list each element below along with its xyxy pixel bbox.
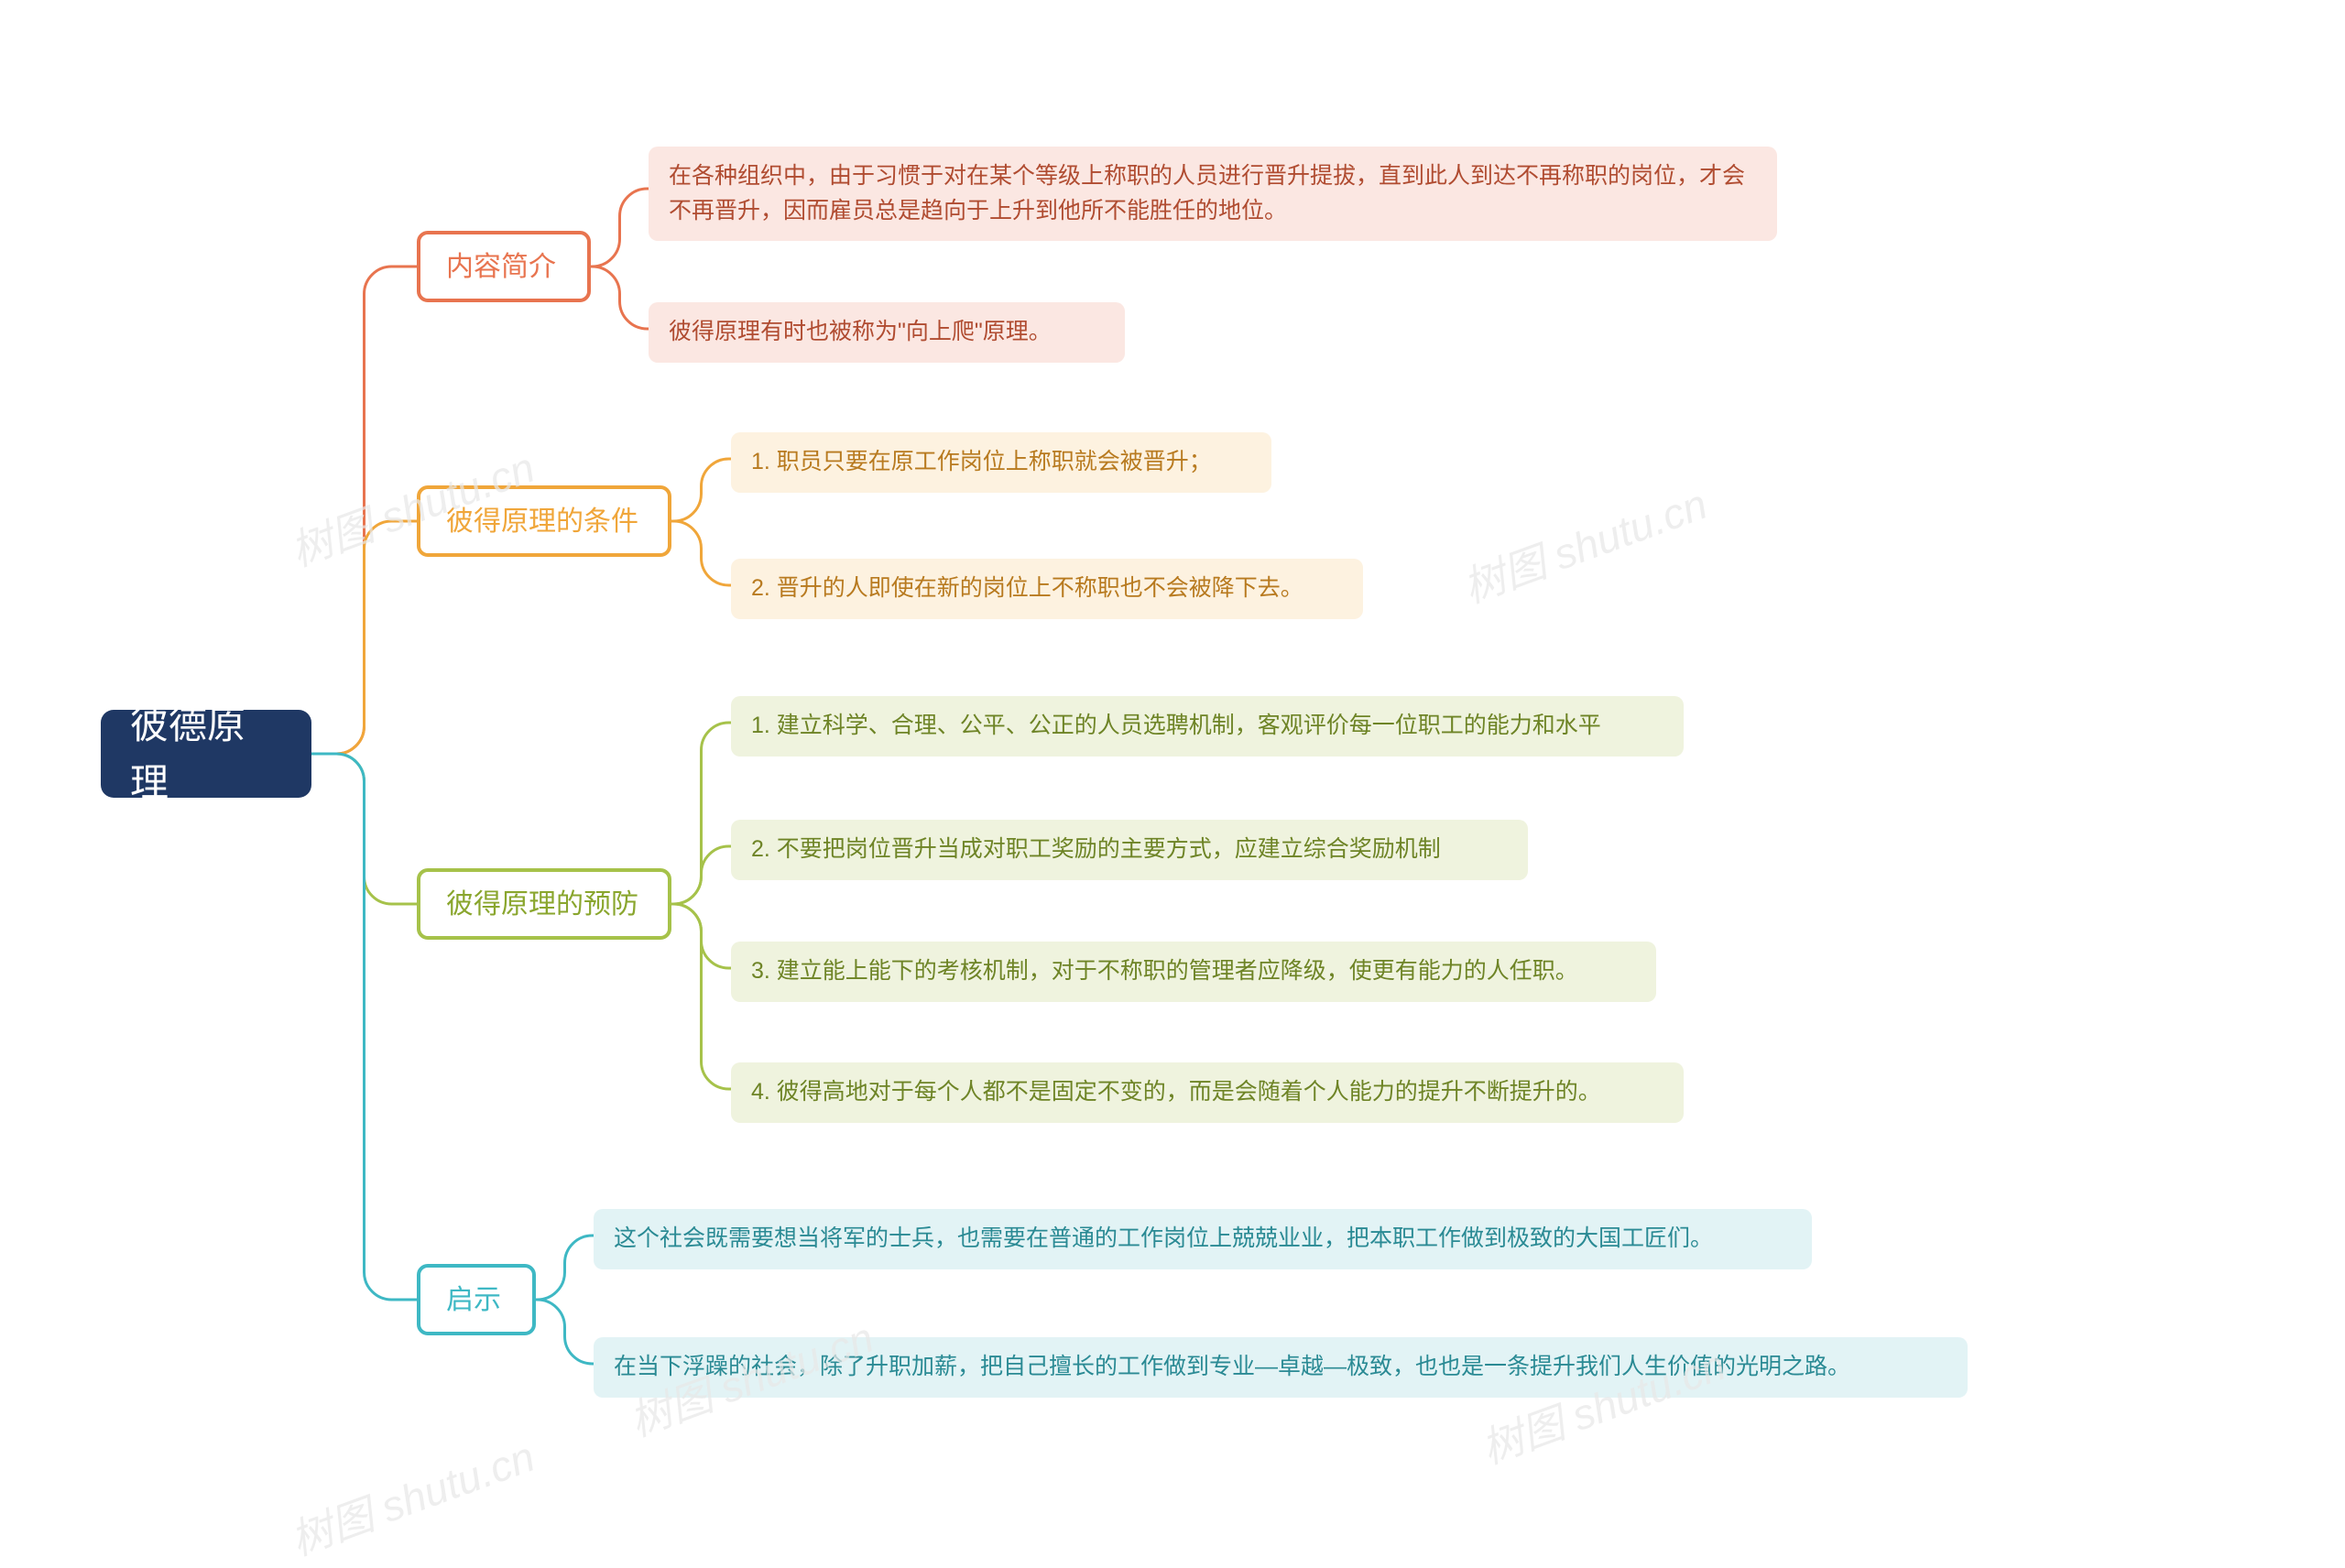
mindmap-canvas: 彼德原理 内容简介 在各种组织中，由于习惯于对在某个等级上称职的人员进行晋升提拔，… (0, 0, 2345, 1512)
leaf-node[interactable]: 1. 建立科学、合理、公平、公正的人员选聘机制，客观评价每一位职工的能力和水平 (731, 696, 1684, 757)
leaf-node[interactable]: 这个社会既需要想当将军的士兵，也需要在普通的工作岗位上兢兢业业，把本职工作做到极… (594, 1209, 1812, 1269)
leaf-label: 在各种组织中，由于习惯于对在某个等级上称职的人员进行晋升提拔，直到此人到达不再称… (669, 159, 1757, 228)
leaf-node[interactable]: 在当下浮躁的社会，除了升职加薪，把自己擅长的工作做到专业—卓越—极致，也也是一条… (594, 1337, 1968, 1398)
leaf-node[interactable]: 2. 晋升的人即使在新的岗位上不称职也不会被降下去。 (731, 559, 1363, 619)
branch-label: 内容简介 (446, 246, 556, 288)
branch-label: 彼得原理的预防 (446, 884, 638, 925)
leaf-node[interactable]: 彼得原理有时也被称为"向上爬"原理。 (649, 302, 1125, 363)
leaf-node[interactable]: 4. 彼得高地对于每个人都不是固定不变的，而是会随着个人能力的提升不断提升的。 (731, 1062, 1684, 1123)
branch-node[interactable]: 启示 (417, 1264, 536, 1335)
leaf-label: 1. 职员只要在原工作岗位上称职就会被晋升； (751, 445, 1212, 480)
root-label: 彼德原理 (130, 696, 282, 811)
branch-label: 彼得原理的条件 (446, 501, 638, 542)
leaf-label: 这个社会既需要想当将军的士兵，也需要在普通的工作岗位上兢兢业业，把本职工作做到极… (614, 1222, 1713, 1257)
leaf-label: 4. 彼得高地对于每个人都不是固定不变的，而是会随着个人能力的提升不断提升的。 (751, 1075, 1601, 1110)
leaf-label: 2. 晋升的人即使在新的岗位上不称职也不会被降下去。 (751, 572, 1303, 606)
branch-node[interactable]: 彼得原理的预防 (417, 868, 671, 940)
branch-label: 启示 (446, 1279, 501, 1321)
root-node[interactable]: 彼德原理 (101, 710, 311, 798)
leaf-node[interactable]: 2. 不要把岗位晋升当成对职工奖励的主要方式，应建立综合奖励机制 (731, 820, 1528, 880)
leaf-node[interactable]: 3. 建立能上能下的考核机制，对于不称职的管理者应降级，使更有能力的人任职。 (731, 942, 1656, 1002)
watermark: 树图 shutu.cn (281, 1423, 541, 1567)
leaf-label: 彼得原理有时也被称为"向上爬"原理。 (669, 315, 1052, 350)
leaf-label: 2. 不要把岗位晋升当成对职工奖励的主要方式，应建立综合奖励机制 (751, 833, 1441, 867)
leaf-node[interactable]: 在各种组织中，由于习惯于对在某个等级上称职的人员进行晋升提拔，直到此人到达不再称… (649, 147, 1777, 241)
branch-node[interactable]: 彼得原理的条件 (417, 485, 671, 557)
branch-node[interactable]: 内容简介 (417, 231, 591, 302)
leaf-node[interactable]: 1. 职员只要在原工作岗位上称职就会被晋升； (731, 432, 1271, 493)
leaf-label: 在当下浮躁的社会，除了升职加薪，把自己擅长的工作做到专业—卓越—极致，也也是一条… (614, 1350, 1850, 1385)
watermark: 树图 shutu.cn (1454, 471, 1714, 615)
leaf-label: 1. 建立科学、合理、公平、公正的人员选聘机制，客观评价每一位职工的能力和水平 (751, 709, 1601, 744)
leaf-label: 3. 建立能上能下的考核机制，对于不称职的管理者应降级，使更有能力的人任职。 (751, 954, 1578, 989)
